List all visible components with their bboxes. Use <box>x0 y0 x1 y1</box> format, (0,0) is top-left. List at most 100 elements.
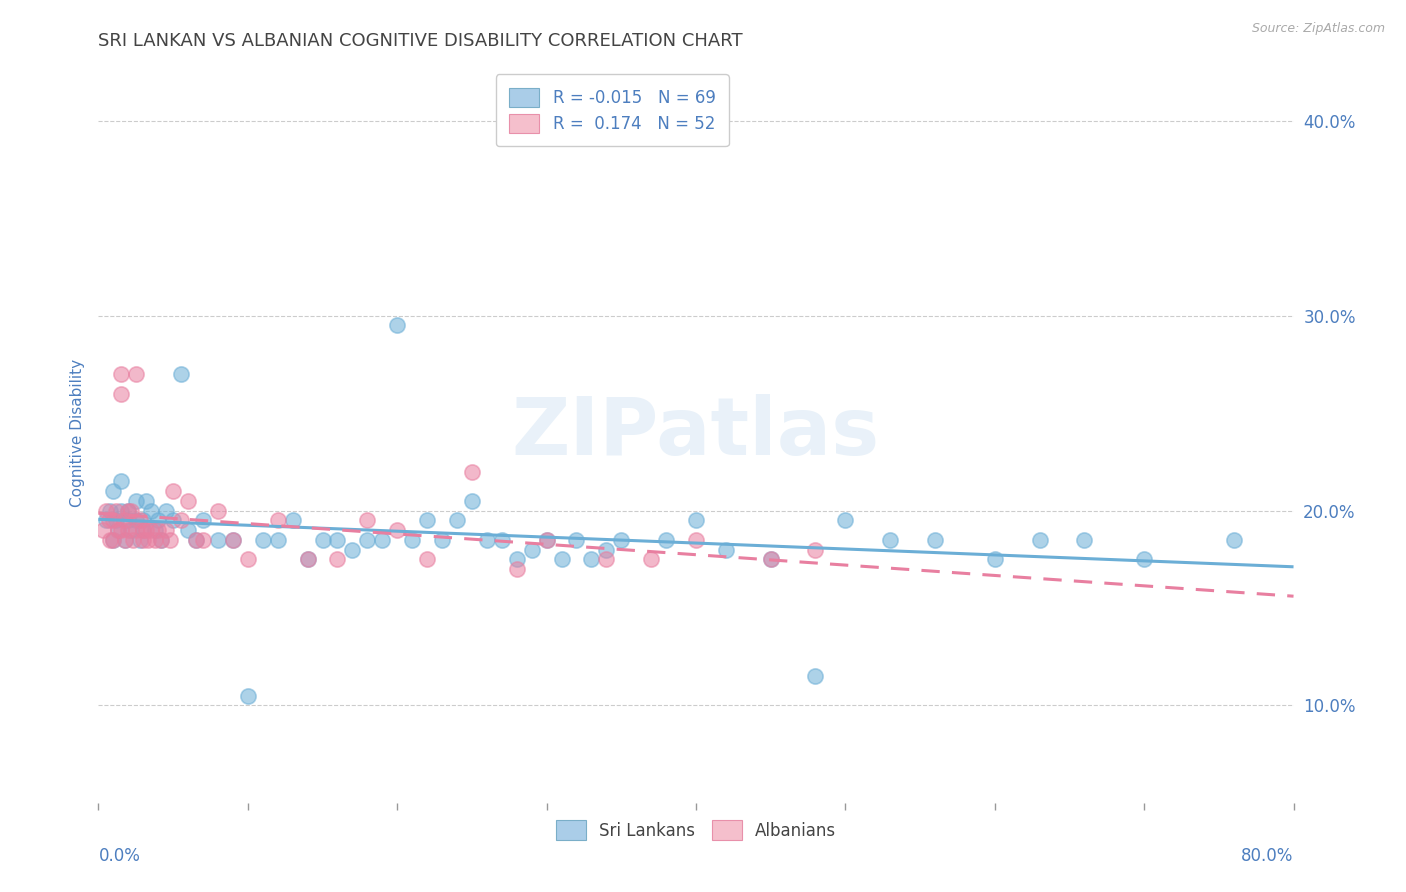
Point <box>132 523 155 537</box>
Point <box>110 475 132 489</box>
Point <box>177 493 200 508</box>
Point <box>475 533 498 547</box>
Point <box>595 542 617 557</box>
Point <box>120 523 142 537</box>
Point <box>207 503 229 517</box>
Point <box>385 523 409 537</box>
Point <box>581 552 603 566</box>
Point <box>117 523 139 537</box>
Point <box>236 552 259 566</box>
Point <box>103 513 125 527</box>
Point <box>207 533 229 547</box>
Point <box>103 533 125 547</box>
Point <box>125 523 148 537</box>
Point <box>222 533 245 547</box>
Point <box>110 523 132 537</box>
Point <box>356 533 378 547</box>
Point <box>879 533 901 547</box>
Point <box>162 513 184 527</box>
Point <box>267 533 290 547</box>
Point <box>804 669 827 683</box>
Point <box>1133 552 1156 566</box>
Point <box>550 552 572 566</box>
Point <box>121 533 143 547</box>
Point <box>150 533 173 547</box>
Point <box>159 533 181 547</box>
Point <box>759 552 782 566</box>
Point <box>162 484 184 499</box>
Point <box>132 523 155 537</box>
Point <box>506 562 529 576</box>
Point <box>1028 533 1050 547</box>
Legend: Sri Lankans, Albanians: Sri Lankans, Albanians <box>550 814 842 847</box>
Point <box>107 523 129 537</box>
Point <box>610 533 633 547</box>
Point <box>461 465 484 479</box>
Point <box>342 542 364 557</box>
Point <box>416 552 439 566</box>
Point <box>267 513 290 527</box>
Point <box>135 523 157 537</box>
Point <box>139 503 162 517</box>
Point <box>506 552 529 566</box>
Point <box>222 533 245 547</box>
Point <box>1073 533 1095 547</box>
Point <box>536 533 558 547</box>
Text: ZIPatlas: ZIPatlas <box>512 393 880 472</box>
Point <box>107 523 129 537</box>
Point <box>103 484 125 499</box>
Point <box>430 533 453 547</box>
Point <box>984 552 1007 566</box>
Y-axis label: Cognitive Disability: Cognitive Disability <box>69 359 84 507</box>
Point <box>311 533 333 547</box>
Point <box>281 513 304 527</box>
Point <box>117 503 139 517</box>
Point <box>135 493 157 508</box>
Point <box>685 533 707 547</box>
Point <box>139 523 162 537</box>
Point <box>416 513 439 527</box>
Point <box>110 367 132 381</box>
Point <box>595 552 617 566</box>
Point <box>252 533 274 547</box>
Point <box>491 533 513 547</box>
Point <box>385 318 409 333</box>
Point <box>169 367 191 381</box>
Point <box>401 533 423 547</box>
Point <box>177 523 200 537</box>
Point <box>129 533 152 547</box>
Point <box>326 552 349 566</box>
Point <box>191 513 214 527</box>
Point <box>94 503 117 517</box>
Point <box>520 542 543 557</box>
Point <box>655 533 678 547</box>
Text: 0.0%: 0.0% <box>98 847 141 865</box>
Point <box>184 533 207 547</box>
Point <box>114 533 136 547</box>
Point <box>356 513 378 527</box>
Point <box>143 523 166 537</box>
Point <box>148 513 170 527</box>
Point <box>110 386 132 401</box>
Point <box>169 513 191 527</box>
Point <box>110 503 132 517</box>
Text: 80.0%: 80.0% <box>1241 847 1294 865</box>
Point <box>129 513 152 527</box>
Point <box>236 689 259 703</box>
Point <box>714 542 737 557</box>
Point <box>155 503 177 517</box>
Point <box>536 533 558 547</box>
Point <box>297 552 319 566</box>
Point <box>120 503 142 517</box>
Point <box>103 533 125 547</box>
Point <box>114 533 136 547</box>
Point <box>834 513 856 527</box>
Point <box>297 552 319 566</box>
Point <box>446 513 468 527</box>
Point <box>759 552 782 566</box>
Point <box>125 493 148 508</box>
Point <box>132 513 155 527</box>
Point <box>94 513 117 527</box>
Point <box>804 542 827 557</box>
Point <box>112 513 135 527</box>
